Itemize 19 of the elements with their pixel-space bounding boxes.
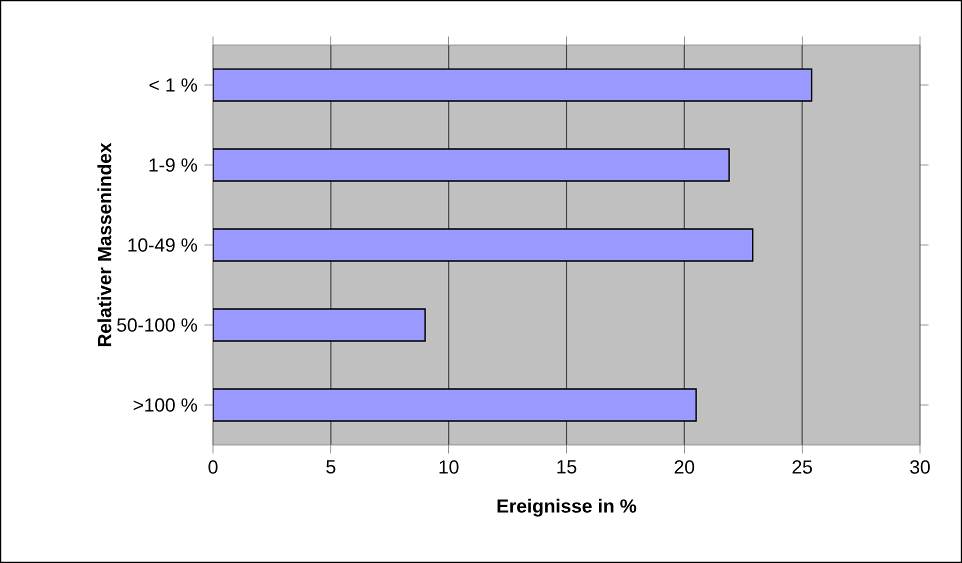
x-tick-label: 0: [208, 460, 218, 474]
bar: [213, 228, 754, 262]
x-tick-label: 10: [440, 460, 458, 474]
x-tick-label: 25: [792, 460, 812, 474]
bar: [213, 68, 812, 102]
x-tick-label: 15: [557, 460, 576, 474]
bar: [213, 388, 697, 422]
x-tick-label: 20: [674, 460, 694, 474]
bar: [213, 308, 426, 342]
y-tick-label: 1-9 %: [150, 158, 198, 172]
x-tick-label: 30: [910, 460, 930, 474]
y-tick-label: 50-100 %: [117, 318, 198, 332]
y-tick-label: < 1 %: [150, 78, 198, 92]
x-axis-title: Ereignisse in %: [498, 498, 636, 517]
x-tick-label: 5: [326, 460, 336, 474]
bar: [213, 148, 730, 182]
y-axis-title: Relativer Massenindex: [97, 142, 112, 346]
y-tick-label: >100 %: [134, 398, 198, 412]
y-tick-label: 10-49 %: [128, 238, 198, 252]
